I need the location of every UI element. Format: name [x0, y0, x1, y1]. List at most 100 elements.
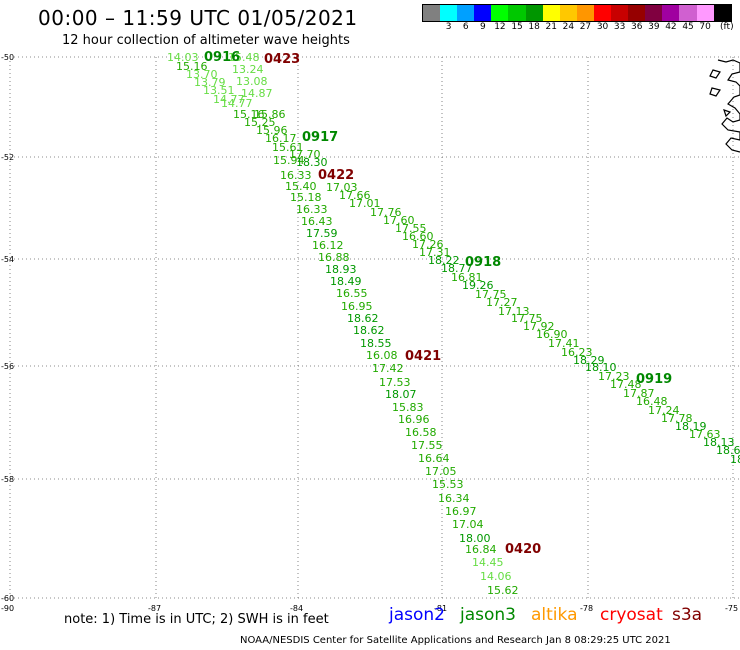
wave-height-value: 16.88: [318, 251, 350, 264]
wave-height-value: 18.77: [441, 262, 473, 275]
wave-height-value: 15.94: [273, 154, 305, 167]
wave-height-value: 16.64: [418, 452, 450, 465]
wave-height-value: 18.62: [353, 324, 385, 337]
wave-height-value: 17.04: [452, 518, 484, 531]
wave-height-value: 17.87: [623, 387, 655, 400]
wave-height-value: 17.03: [326, 181, 358, 194]
wave-height-value: 14.87: [241, 87, 273, 100]
legend-swatch: [645, 5, 663, 21]
legend-swatch: [474, 5, 492, 21]
wave-height-value: 16.34: [438, 492, 470, 505]
lat-label: -60: [1, 594, 14, 603]
wave-height-value: 18.19: [675, 420, 707, 433]
legend-swatch: [576, 5, 594, 21]
wave-height-value: 17.27: [486, 296, 518, 309]
lon-label: -78: [580, 604, 593, 613]
wave-height-labels: 14.0315.1613.7013.7913.5114.7715.1615.25…: [167, 51, 740, 597]
wave-height-value: 16.08: [366, 349, 398, 362]
wave-height-value: 18.00: [459, 532, 491, 545]
lon-label: -87: [148, 604, 161, 613]
legend-tick-label: 45: [682, 22, 694, 32]
pass-time-labels: 0916 0423 0917 0422 0918 0421 0919 0420: [204, 50, 672, 557]
wave-height-value: 15.40: [285, 180, 317, 193]
legend-swatch: [423, 5, 441, 21]
wave-height-value: 17.63: [689, 428, 721, 441]
lat-label: -54: [1, 255, 14, 264]
legend-swatch: [593, 5, 612, 21]
legend-swatch: [559, 5, 577, 21]
satellite-s3a: s3a: [672, 605, 703, 625]
wave-height-value: 17.66: [339, 189, 371, 202]
wave-height-value: 18: [730, 453, 740, 466]
legend-tick-label: 21: [545, 22, 557, 32]
coastline: [709, 59, 740, 153]
wave-height-value: 16.90: [536, 328, 568, 341]
wave-height-value: 17.05: [425, 465, 457, 478]
wave-height-value: 18.93: [325, 263, 357, 276]
pass-time-label: 0916: [204, 50, 240, 65]
wave-height-value: 16.96: [398, 413, 430, 426]
wave-height-value: 16.55: [336, 287, 368, 300]
wave-height-value: 14.03: [167, 51, 199, 64]
legend-tick-label: 27: [579, 22, 592, 32]
wave-height-value: 17.23: [598, 370, 630, 383]
legend-swatch: [662, 5, 680, 21]
lon-label: -81: [434, 604, 447, 613]
map-subtitle: 12 hour collection of altimeter wave hei…: [62, 33, 350, 48]
legend-tick-label: 24: [562, 22, 575, 32]
legend-tick-label: 15: [511, 22, 523, 32]
legend-swatch: [440, 5, 458, 21]
wave-height-value: 16.12: [312, 239, 344, 252]
wave-height-value: 15.16: [176, 60, 208, 73]
legend-tick-label: 9: [479, 22, 486, 32]
lon-label: -75: [725, 604, 738, 613]
legend-tick-label: 3: [445, 22, 452, 32]
wave-height-value: 17.92: [523, 320, 555, 333]
wave-height-value: 17.76: [370, 206, 402, 219]
credit-line: NOAA/NESDIS Center for Satellite Applica…: [240, 635, 671, 646]
wave-height-value: 16.60: [402, 230, 434, 243]
legend-tick-label: 70: [699, 22, 711, 32]
wave-height-value: 13.08: [236, 75, 268, 88]
wave-height-value: 17.55: [411, 439, 443, 452]
legend-swatch: [628, 5, 646, 21]
wave-height-value: 18.07: [385, 388, 417, 401]
legend-tick-label: 30: [596, 22, 609, 32]
wave-height-value: 17.24: [648, 404, 680, 417]
pass-time-label: 0917: [302, 130, 338, 145]
wave-height-value: 13.70: [186, 68, 218, 81]
wave-height-value: 17.26: [412, 238, 444, 251]
wave-height-value: 16.81: [451, 271, 483, 284]
satellite-jason3: jason3: [460, 605, 516, 625]
legend-tick-label: 33: [613, 22, 626, 32]
legend-swatch: [696, 5, 714, 21]
wave-height-value: 15.61: [272, 141, 304, 154]
wave-height-value: 17.42: [372, 362, 404, 375]
wave-height-value: 16.33: [296, 203, 328, 216]
wave-height-value: 19.26: [462, 279, 494, 292]
legend-tick-label: 36: [631, 22, 643, 32]
satellite-jason2: jason2: [389, 605, 445, 625]
wave-height-value: 15.48: [228, 51, 260, 64]
wave-height-value: 17.13: [498, 305, 530, 318]
wave-height-value: 17.48: [610, 378, 642, 391]
legend-swatch: [525, 5, 543, 21]
wave-height-value: 14.45: [472, 556, 504, 569]
wave-height-value: 18.29: [573, 354, 605, 367]
wave-height-value: 16.17: [265, 132, 297, 145]
lat-lon-grid: -50 -52 -54 -56 -58 -60-90 -87 -84 -81 -78 -75: [1, 53, 740, 613]
satellite-cryosat: cryosat: [600, 605, 663, 625]
pass-time-label: 0420: [505, 542, 541, 557]
wave-height-value: 15.25: [244, 116, 276, 129]
wave-height-value: 17.55: [395, 222, 427, 235]
lat-label: -58: [1, 475, 14, 484]
wave-height-value: 14.06: [480, 570, 512, 583]
color-legend: [422, 4, 732, 22]
legend-unit: (ft): [720, 22, 734, 32]
legend-swatch: [611, 5, 629, 21]
wave-height-value: 18.10: [585, 361, 617, 374]
wave-height-value: 17.59: [306, 227, 338, 240]
legend-swatch: [679, 5, 697, 21]
wave-height-value: 17.41: [548, 337, 580, 350]
